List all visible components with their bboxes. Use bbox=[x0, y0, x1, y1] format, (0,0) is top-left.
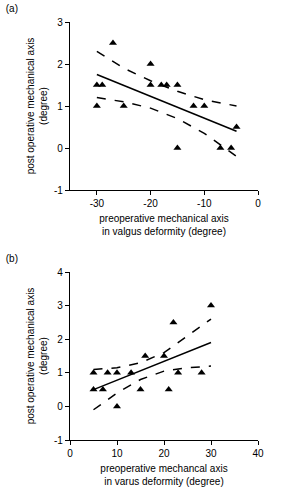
svg-text:-1: -1 bbox=[54, 435, 63, 446]
svg-text:2: 2 bbox=[57, 334, 63, 345]
svg-text:-30: -30 bbox=[90, 198, 105, 209]
svg-text:-20: -20 bbox=[143, 198, 158, 209]
svg-text:1: 1 bbox=[57, 367, 63, 378]
svg-text:post operative mechanical axis: post operative mechanical axis(degree) bbox=[25, 38, 49, 175]
svg-text:4: 4 bbox=[57, 267, 63, 278]
svg-text:30: 30 bbox=[205, 448, 217, 459]
svg-text:40: 40 bbox=[252, 448, 264, 459]
svg-text:2: 2 bbox=[57, 59, 63, 70]
svg-text:0: 0 bbox=[57, 401, 63, 412]
svg-text:0: 0 bbox=[255, 198, 261, 209]
svg-text:0: 0 bbox=[67, 448, 73, 459]
svg-text:1: 1 bbox=[57, 101, 63, 112]
svg-text:post operative mechanical axis: post operative mechanical axis(degree) bbox=[25, 288, 49, 425]
svg-text:preoperative mechancal axisin: preoperative mechancal axisin varus defo… bbox=[100, 463, 227, 487]
svg-text:3: 3 bbox=[57, 17, 63, 28]
svg-text:-1: -1 bbox=[54, 185, 63, 196]
svg-text:20: 20 bbox=[158, 448, 170, 459]
svg-text:0: 0 bbox=[57, 143, 63, 154]
svg-text:(a): (a) bbox=[6, 3, 18, 14]
svg-text:10: 10 bbox=[111, 448, 123, 459]
svg-text:preoperative mechanical axisin: preoperative mechanical axisin valgus de… bbox=[99, 213, 229, 237]
svg-text:3: 3 bbox=[57, 300, 63, 311]
svg-text:-10: -10 bbox=[197, 198, 212, 209]
svg-text:(b): (b) bbox=[6, 253, 18, 264]
